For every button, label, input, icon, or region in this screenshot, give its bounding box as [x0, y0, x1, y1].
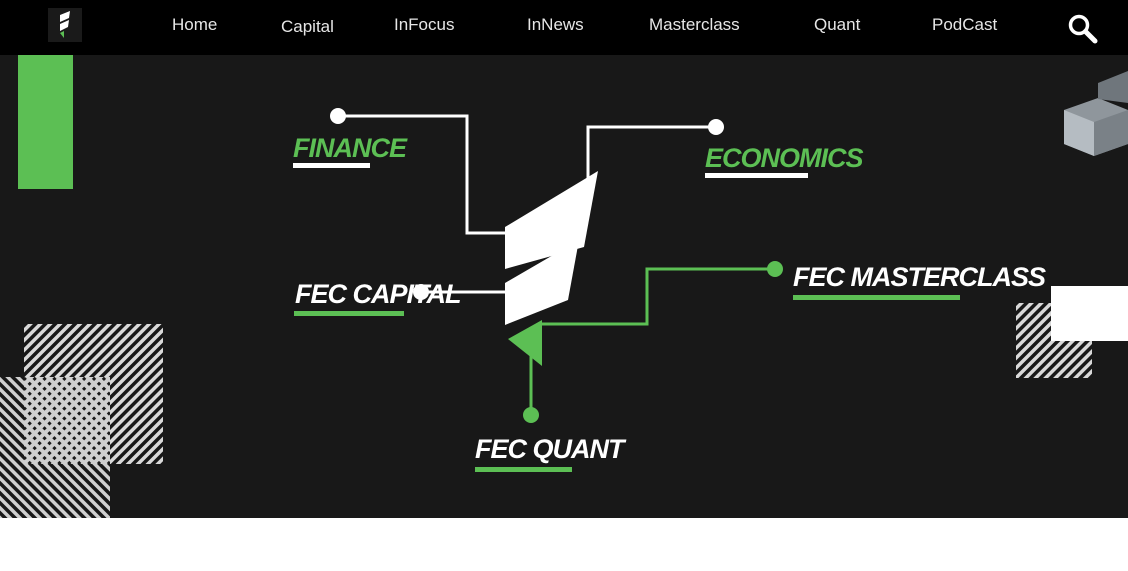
nav-quant[interactable]: Quant	[814, 15, 861, 34]
white-block-decor	[1051, 286, 1128, 341]
nav-capital[interactable]: Capital	[281, 17, 334, 36]
nav-home[interactable]: Home	[172, 15, 218, 34]
fec-logo-icon[interactable]	[48, 8, 82, 42]
label-finance: FINANCE	[293, 133, 408, 163]
label-fec-masterclass: FEC MASTERCLASS	[793, 262, 1046, 292]
logo-mark	[60, 11, 70, 38]
nav-podcast[interactable]: PodCast	[932, 15, 998, 34]
search-glyph	[1068, 14, 1098, 44]
label-economics: ECONOMICS	[705, 143, 864, 173]
nav-infocus[interactable]: InFocus	[394, 15, 455, 34]
label-fec-capital: FEC CAPITAL	[295, 279, 461, 309]
green-bar-decor	[18, 55, 73, 189]
fec-emblem-icon	[505, 171, 598, 366]
cube-decor	[1064, 71, 1128, 156]
hero-graphic: FINANCE ECONOMICS FEC CAPITAL FEC MASTER…	[0, 55, 1128, 518]
label-fec-quant: FEC QUANT	[475, 434, 627, 464]
nav-masterclass[interactable]: Masterclass	[649, 15, 740, 34]
crosshatch-decor	[24, 377, 110, 464]
top-navbar: Home Capital InFocus InNews Masterclass …	[0, 0, 1128, 55]
hero-banner: FINANCE ECONOMICS FEC CAPITAL FEC MASTER…	[0, 55, 1128, 518]
nav-innews[interactable]: InNews	[527, 15, 584, 34]
search-icon[interactable]	[1066, 12, 1100, 46]
